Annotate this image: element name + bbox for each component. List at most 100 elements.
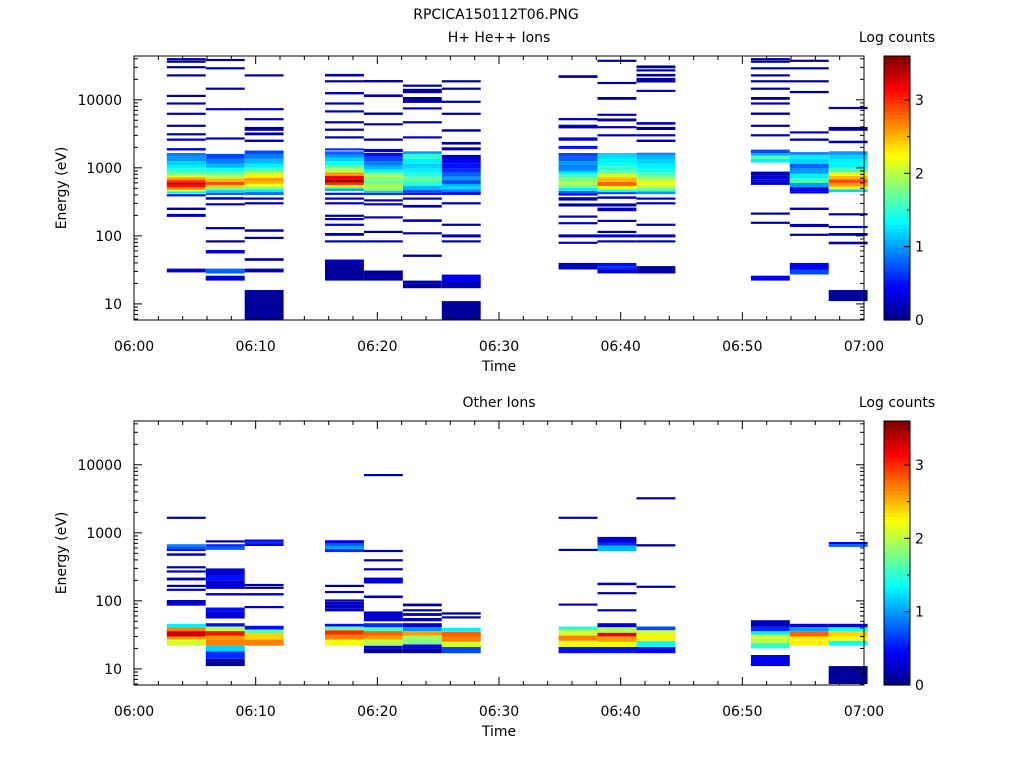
- heatmap-cell: [441, 612, 481, 615]
- colorbar-swatch: [884, 516, 910, 521]
- colorbar-swatch: [884, 118, 910, 123]
- colorbar-swatch: [884, 173, 910, 178]
- panel-title: H+ He++ Ions: [448, 30, 551, 46]
- colorbar-swatch: [884, 206, 910, 211]
- heatmap-cell: [166, 603, 206, 606]
- heatmap-cell: [828, 167, 868, 173]
- x-tick-label: 06:00: [114, 339, 154, 355]
- heatmap-cell: [205, 659, 245, 667]
- heatmap-cell: [636, 223, 676, 226]
- heatmap-cell: [205, 568, 245, 575]
- heatmap-cell: [558, 145, 598, 149]
- heatmap-cell: [244, 539, 284, 542]
- heatmap-cell: [244, 629, 284, 634]
- colorbar-swatch: [884, 681, 910, 686]
- heatmap-cell: [828, 163, 868, 168]
- colorbar-swatch: [884, 67, 910, 72]
- heatmap-cell: [441, 180, 481, 184]
- heatmap-cell: [205, 546, 245, 550]
- heatmap-cell: [402, 153, 442, 159]
- heatmap-cell: [244, 74, 284, 77]
- heatmap-cell: [597, 189, 637, 193]
- heatmap-cell: [363, 190, 403, 193]
- colorbar-swatch: [884, 268, 910, 273]
- heatmap-cell: [789, 623, 829, 628]
- heatmap-cell: [636, 266, 676, 274]
- heatmap-cell: [636, 585, 676, 588]
- heatmap-cell: [597, 545, 637, 552]
- heatmap-cell: [363, 618, 403, 622]
- heatmap-cell: [363, 169, 403, 172]
- heatmap-cell: [244, 541, 284, 545]
- heatmap-cell: [636, 126, 676, 130]
- heatmap-cell: [750, 87, 790, 90]
- heatmap-cell: [244, 583, 284, 587]
- x-tick-label: 06:40: [600, 704, 640, 720]
- colorbar-swatch: [884, 63, 910, 68]
- heatmap-cell: [597, 542, 637, 546]
- colorbar-swatch: [884, 103, 910, 108]
- x-tick-label: 06:20: [357, 704, 397, 720]
- heatmap-cell: [244, 163, 284, 168]
- colorbar-swatch: [884, 670, 910, 675]
- colorbar-swatch: [884, 85, 910, 90]
- heatmap-cell: [789, 59, 829, 62]
- heatmap-cell: [750, 171, 790, 176]
- colorbar-swatch: [884, 202, 910, 207]
- colorbar-swatch: [884, 59, 910, 64]
- heatmap-cell: [402, 181, 442, 186]
- heatmap-cell: [558, 548, 598, 551]
- heatmap-cell: [750, 643, 790, 649]
- colorbar-swatch: [884, 454, 910, 459]
- colorbar-swatch: [884, 531, 910, 536]
- heatmap-cell: [636, 647, 676, 654]
- colorbar-swatch: [884, 560, 910, 565]
- heatmap-cell: [750, 80, 790, 83]
- colorbar-swatch: [884, 125, 910, 130]
- heatmap-cell: [789, 80, 829, 83]
- heatmap-cell: [558, 174, 598, 178]
- y-axis-label: Energy (eV): [54, 512, 70, 595]
- heatmap-cell: [325, 623, 364, 627]
- heatmap-cell: [325, 548, 364, 553]
- heatmap-cell: [597, 192, 637, 195]
- heatmap-cell: [597, 536, 637, 543]
- heatmap-cell: [597, 269, 637, 274]
- heatmap-cell: [363, 635, 403, 640]
- colorbar-swatch: [884, 509, 910, 514]
- colorbar-swatch: [884, 567, 910, 572]
- heatmap-cell: [325, 73, 364, 77]
- heatmap-cell: [325, 136, 364, 139]
- x-tick-label: 06:20: [357, 339, 397, 355]
- heatmap-cell: [402, 159, 442, 164]
- heatmap-cell: [750, 655, 790, 667]
- heatmap-cell: [205, 623, 245, 627]
- heatmap-cell: [750, 155, 790, 159]
- heatmap-cell: [558, 215, 598, 218]
- heatmap-cell: [363, 80, 403, 83]
- colorbar-swatch: [884, 298, 910, 303]
- y-tick-label: 100: [95, 594, 122, 610]
- heatmap-cell: [636, 77, 676, 83]
- heatmap-cell: [828, 189, 868, 193]
- colorbar-swatch: [884, 630, 910, 635]
- colorbar-swatch: [884, 166, 910, 171]
- heatmap-cell: [363, 165, 403, 169]
- colorbar: 0 1 2 3 Log counts: [859, 30, 935, 329]
- colorbar-swatch: [884, 622, 910, 627]
- colorbar-swatch: [884, 122, 910, 127]
- heatmap-cell: [558, 181, 598, 185]
- heatmap-cell: [244, 171, 284, 175]
- heatmap-cell: [205, 153, 245, 159]
- heatmap-cell: [636, 89, 676, 92]
- heatmap-cell: [325, 188, 364, 191]
- y-tick-label: 10000: [77, 93, 122, 109]
- colorbar-swatch: [884, 659, 910, 664]
- heatmap-cell: [205, 137, 245, 140]
- heatmap-cell: [636, 69, 676, 72]
- heatmap-cell: [166, 180, 206, 183]
- colorbar-swatch: [884, 158, 910, 163]
- heatmap-cell: [325, 540, 364, 544]
- colorbar: 0 1 2 3 Log counts: [859, 395, 935, 694]
